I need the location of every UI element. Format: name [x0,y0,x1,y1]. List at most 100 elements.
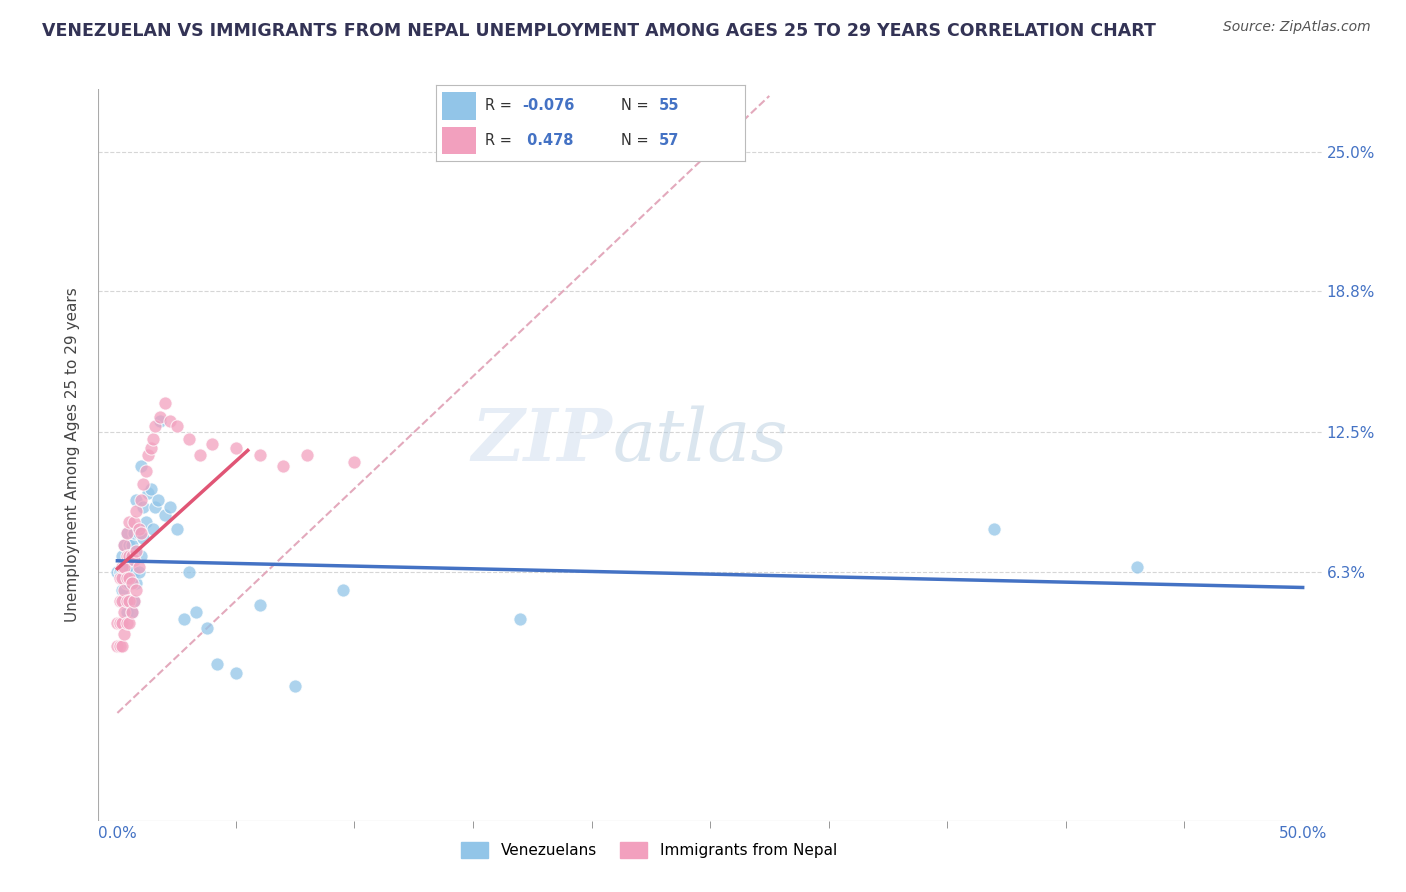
Point [122,593,145,607]
Point [115,593,138,607]
Point [129,526,152,541]
Point [114,593,136,607]
Point [139,441,162,455]
Point [108,639,131,653]
Point [108,616,131,631]
Point [121,538,143,552]
Point [166,418,188,433]
Point [118,515,141,529]
Point [132,477,155,491]
Point [115,526,138,541]
Point [129,492,152,507]
Point [122,515,145,529]
Text: atlas: atlas [612,405,787,475]
Point [115,571,138,585]
Point [295,448,318,462]
Point [129,549,152,563]
Point [332,582,354,597]
Point [111,549,134,563]
Text: R =: R = [485,133,517,148]
Point [108,593,131,607]
Point [108,571,131,585]
Point [114,571,136,585]
Point [118,549,141,563]
Point [136,448,159,462]
Point [1125,560,1147,574]
Point [111,560,134,574]
Text: VENEZUELAN VS IMMIGRANTS FROM NEPAL UNEMPLOYMENT AMONG AGES 25 TO 29 YEARS CORRE: VENEZUELAN VS IMMIGRANTS FROM NEPAL UNEM… [42,22,1156,40]
Point [201,436,224,450]
Point [118,571,141,585]
Point [142,432,165,446]
Point [125,492,148,507]
Point [143,500,166,514]
Point [125,575,148,590]
Point [143,418,166,433]
Text: 0.478: 0.478 [523,133,574,148]
Point [115,549,138,563]
Point [118,560,141,574]
Point [284,679,307,693]
Point [129,459,152,474]
Point [114,538,136,552]
Point [125,544,148,558]
Legend: Venezuelans, Immigrants from Nepal: Venezuelans, Immigrants from Nepal [454,836,844,864]
Point [249,599,271,613]
Text: N =: N = [621,98,654,113]
Y-axis label: Unemployment Among Ages 25 to 29 years: Unemployment Among Ages 25 to 29 years [65,287,80,623]
Point [177,565,200,579]
Point [118,575,141,590]
Point [108,565,131,579]
Point [115,526,138,541]
Point [149,414,172,428]
Point [153,508,176,523]
Point [115,605,138,619]
Point [343,455,366,469]
Point [114,560,136,574]
Point [118,593,141,607]
Point [122,565,145,579]
Point [121,605,143,619]
Point [111,593,134,607]
Point [205,657,228,671]
Point [184,605,207,619]
Point [111,582,134,597]
Text: -0.076: -0.076 [523,98,575,113]
Point [139,482,162,496]
Point [121,605,143,619]
Point [122,553,145,567]
Point [122,593,145,607]
Point [114,538,136,552]
Point [115,560,138,574]
Point [115,575,138,590]
Text: Source: ZipAtlas.com: Source: ZipAtlas.com [1223,20,1371,34]
Point [166,522,188,536]
Point [111,571,134,585]
Point [118,616,141,631]
Point [135,515,157,529]
Point [142,522,165,536]
Point [118,593,141,607]
Point [509,612,531,626]
Point [108,565,131,579]
Point [159,414,181,428]
Point [273,459,295,474]
Point [132,500,155,514]
Point [136,486,159,500]
Point [197,621,219,635]
Point [125,504,148,518]
Bar [441,128,477,154]
Point [128,522,150,536]
Text: R =: R = [485,98,517,113]
Point [225,441,247,455]
Point [105,639,128,653]
Point [118,538,141,552]
Point [132,531,155,545]
Point [114,582,136,597]
Point [105,616,128,631]
Point [177,432,200,446]
Point [121,575,143,590]
Point [118,549,141,563]
Text: N =: N = [621,133,654,148]
Point [105,565,128,579]
